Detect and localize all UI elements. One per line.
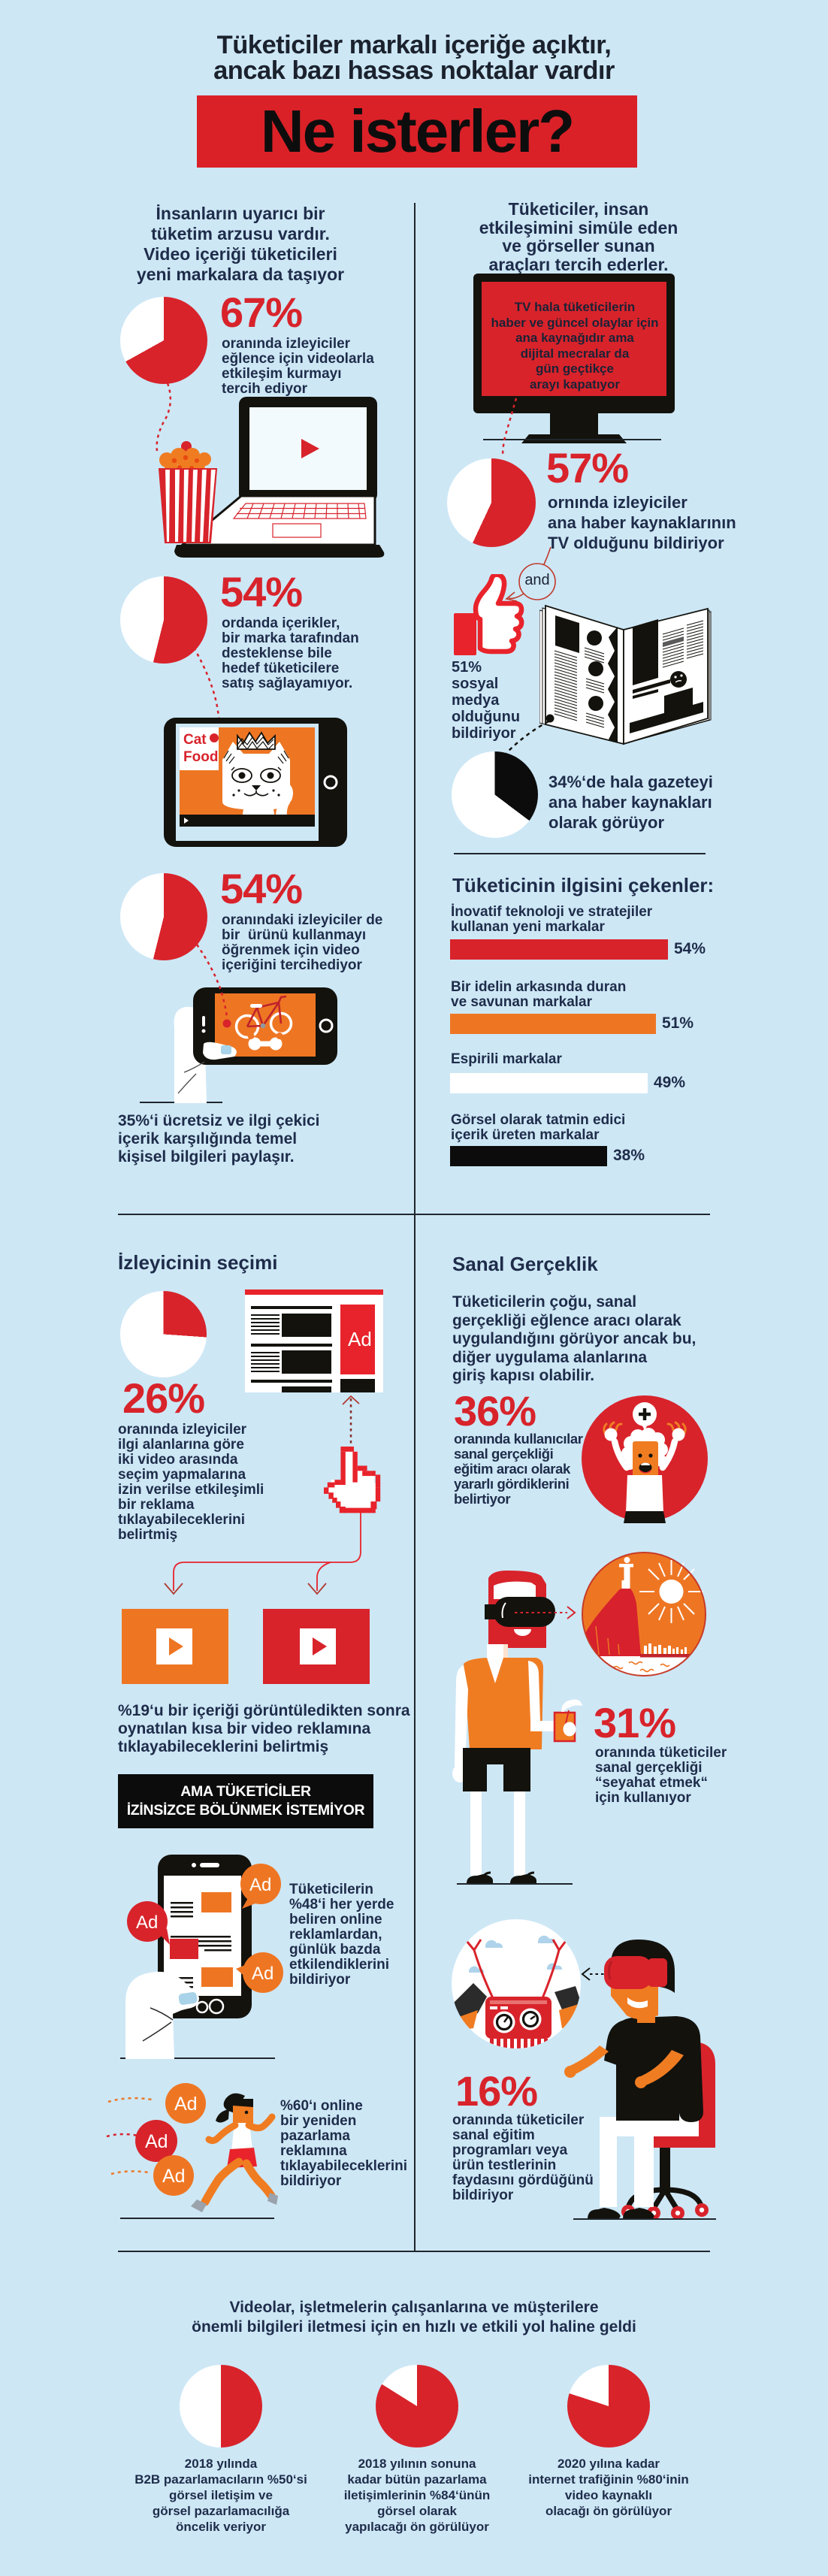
svg-text:Ad: Ad	[174, 2094, 198, 2115]
svg-text:Ad: Ad	[136, 1912, 158, 1933]
svg-text:Ad: Ad	[145, 2131, 168, 2152]
svg-text:Ad: Ad	[252, 1964, 273, 1984]
svg-text:Ad: Ad	[348, 1328, 372, 1350]
svg-text:Ad: Ad	[249, 1875, 271, 1895]
svg-text:Ad: Ad	[162, 2166, 186, 2187]
svg-text:Food: Food	[183, 749, 218, 765]
svg-text:Cat: Cat	[183, 732, 207, 748]
